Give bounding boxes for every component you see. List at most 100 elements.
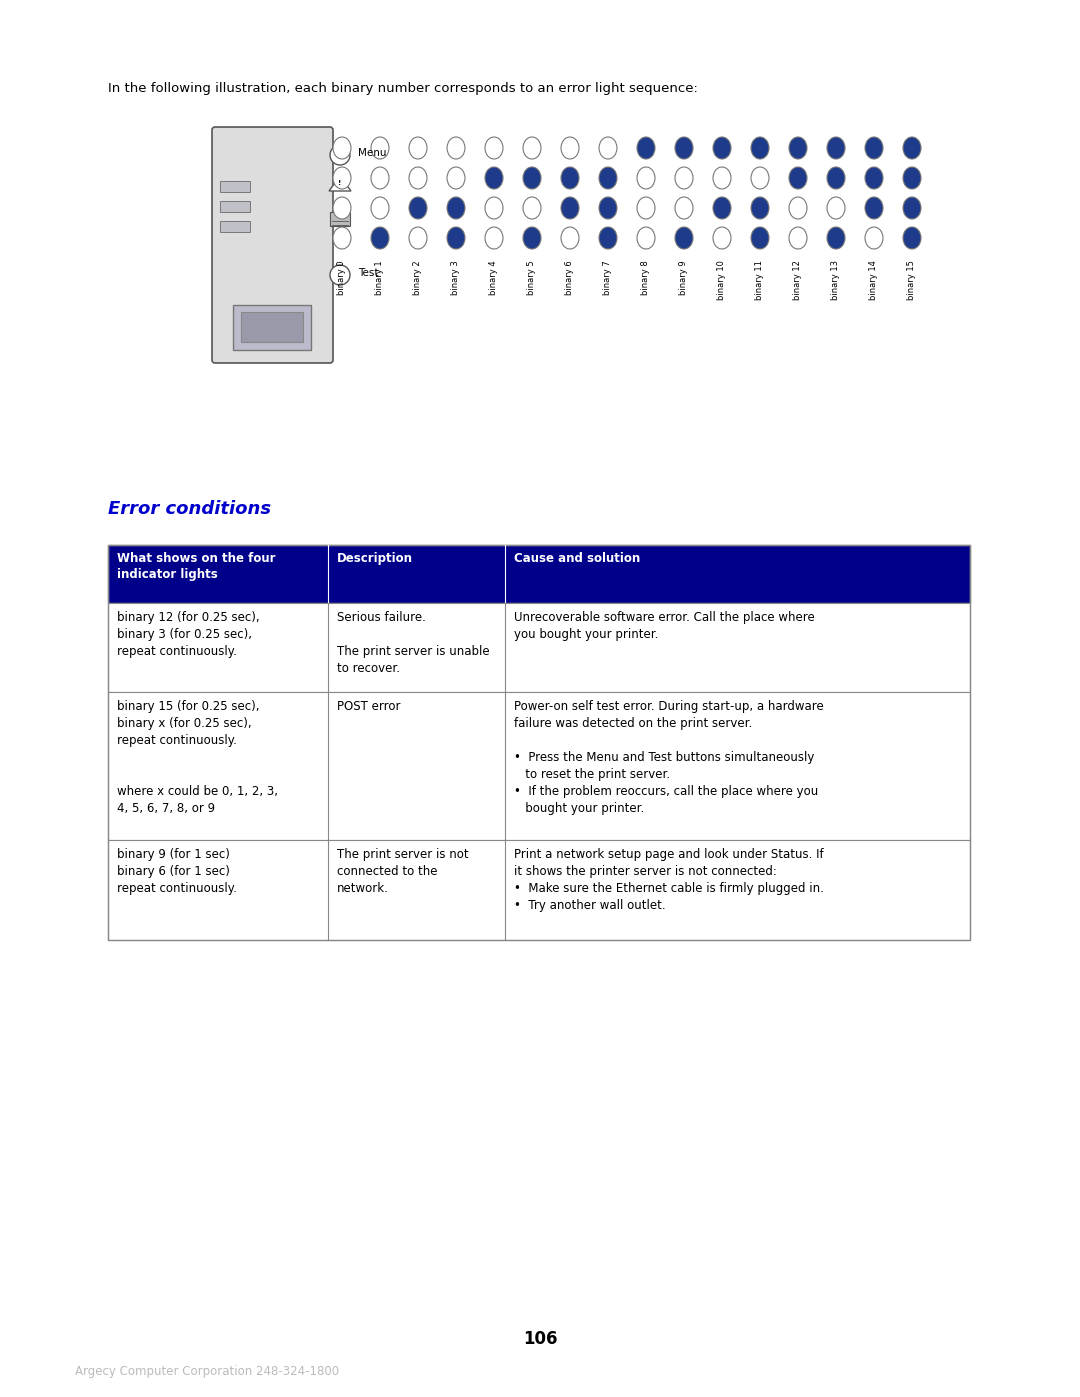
FancyBboxPatch shape (220, 182, 249, 191)
Ellipse shape (827, 168, 845, 189)
Ellipse shape (561, 137, 579, 159)
Ellipse shape (675, 226, 693, 249)
Ellipse shape (447, 168, 465, 189)
Ellipse shape (523, 137, 541, 159)
Ellipse shape (599, 168, 617, 189)
Text: binary 7: binary 7 (604, 260, 612, 295)
Ellipse shape (485, 226, 503, 249)
Text: binary 9 (for 1 sec)
binary 6 (for 1 sec)
repeat continuously.: binary 9 (for 1 sec) binary 6 (for 1 sec… (117, 848, 237, 895)
Ellipse shape (561, 197, 579, 219)
Ellipse shape (751, 197, 769, 219)
Ellipse shape (485, 197, 503, 219)
Text: Power-on self test error. During start-up, a hardware
failure was detected on th: Power-on self test error. During start-u… (513, 700, 823, 814)
FancyBboxPatch shape (212, 127, 333, 363)
Ellipse shape (447, 226, 465, 249)
Text: Test: Test (357, 268, 378, 278)
Text: binary 2: binary 2 (414, 260, 422, 295)
Ellipse shape (409, 197, 427, 219)
Ellipse shape (637, 197, 654, 219)
Ellipse shape (637, 137, 654, 159)
Ellipse shape (599, 137, 617, 159)
Ellipse shape (599, 226, 617, 249)
Ellipse shape (372, 197, 389, 219)
Circle shape (330, 145, 350, 165)
Ellipse shape (675, 137, 693, 159)
Ellipse shape (372, 137, 389, 159)
Text: Print a network setup page and look under Status. If
it shows the printer server: Print a network setup page and look unde… (513, 848, 823, 912)
Text: binary 6: binary 6 (566, 260, 575, 295)
Text: binary 10: binary 10 (717, 260, 727, 300)
Ellipse shape (713, 226, 731, 249)
Circle shape (330, 265, 350, 285)
Ellipse shape (409, 226, 427, 249)
Ellipse shape (751, 226, 769, 249)
Text: What shows on the four
indicator lights: What shows on the four indicator lights (117, 552, 275, 581)
FancyBboxPatch shape (220, 221, 249, 232)
Ellipse shape (865, 137, 883, 159)
Ellipse shape (523, 197, 541, 219)
Text: !: ! (338, 180, 341, 186)
FancyBboxPatch shape (233, 305, 311, 351)
Ellipse shape (561, 168, 579, 189)
Ellipse shape (675, 168, 693, 189)
Text: binary 1: binary 1 (376, 260, 384, 295)
Text: binary 8: binary 8 (642, 260, 650, 295)
Text: binary 3: binary 3 (451, 260, 460, 295)
Ellipse shape (789, 168, 807, 189)
FancyBboxPatch shape (108, 545, 970, 604)
Ellipse shape (523, 226, 541, 249)
Ellipse shape (675, 197, 693, 219)
Ellipse shape (599, 197, 617, 219)
Ellipse shape (827, 197, 845, 219)
FancyBboxPatch shape (241, 129, 300, 155)
Ellipse shape (713, 137, 731, 159)
Text: binary 14: binary 14 (869, 260, 878, 300)
Ellipse shape (713, 197, 731, 219)
Ellipse shape (372, 226, 389, 249)
Ellipse shape (789, 197, 807, 219)
Ellipse shape (637, 226, 654, 249)
Text: Argecy Computer Corporation 248-324-1800: Argecy Computer Corporation 248-324-1800 (75, 1365, 339, 1377)
Text: binary 15 (for 0.25 sec),
binary x (for 0.25 sec),
repeat continuously.


where : binary 15 (for 0.25 sec), binary x (for … (117, 700, 278, 814)
Ellipse shape (903, 197, 921, 219)
Ellipse shape (637, 168, 654, 189)
Ellipse shape (485, 168, 503, 189)
Ellipse shape (333, 168, 351, 189)
Text: binary 4: binary 4 (489, 260, 499, 295)
Text: Cause and solution: Cause and solution (513, 552, 639, 564)
Ellipse shape (333, 137, 351, 159)
Ellipse shape (333, 197, 351, 219)
Ellipse shape (903, 226, 921, 249)
FancyBboxPatch shape (108, 840, 970, 940)
Ellipse shape (751, 168, 769, 189)
FancyBboxPatch shape (330, 212, 350, 226)
Ellipse shape (751, 137, 769, 159)
Ellipse shape (561, 226, 579, 249)
Text: 106: 106 (523, 1330, 557, 1348)
Text: Error conditions: Error conditions (108, 500, 271, 518)
Text: binary 15: binary 15 (907, 260, 917, 300)
Ellipse shape (372, 168, 389, 189)
Text: binary 9: binary 9 (679, 260, 689, 295)
Text: The print server is not
connected to the
network.: The print server is not connected to the… (337, 848, 469, 895)
Ellipse shape (447, 137, 465, 159)
FancyBboxPatch shape (241, 312, 303, 342)
Ellipse shape (485, 137, 503, 159)
Text: binary 12: binary 12 (794, 260, 802, 300)
Text: Serious failure.

The print server is unable
to recover.: Serious failure. The print server is una… (337, 610, 489, 675)
Ellipse shape (865, 197, 883, 219)
Text: binary 12 (for 0.25 sec),
binary 3 (for 0.25 sec),
repeat continuously.: binary 12 (for 0.25 sec), binary 3 (for … (117, 610, 259, 658)
Ellipse shape (827, 137, 845, 159)
Ellipse shape (409, 137, 427, 159)
FancyBboxPatch shape (108, 692, 970, 840)
Text: Description: Description (337, 552, 413, 564)
Ellipse shape (903, 137, 921, 159)
Ellipse shape (713, 168, 731, 189)
Text: Unrecoverable software error. Call the place where
you bought your printer.: Unrecoverable software error. Call the p… (513, 610, 814, 641)
Ellipse shape (789, 137, 807, 159)
Ellipse shape (789, 226, 807, 249)
Ellipse shape (865, 226, 883, 249)
Text: binary 13: binary 13 (832, 260, 840, 300)
Text: Menu: Menu (357, 148, 387, 158)
Ellipse shape (333, 226, 351, 249)
